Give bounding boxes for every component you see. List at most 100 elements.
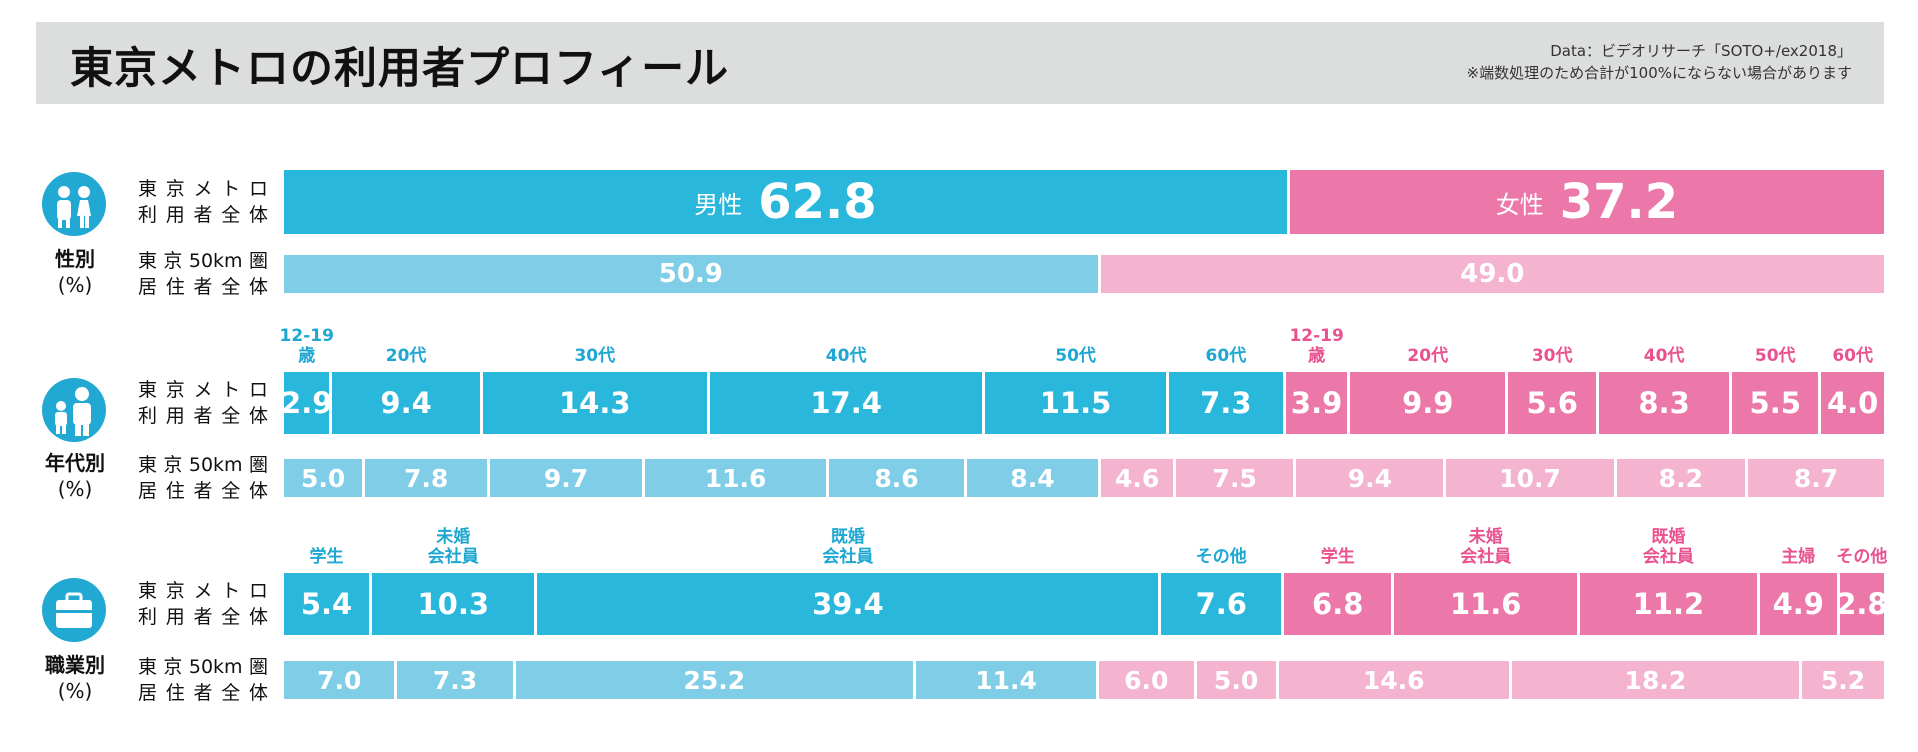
occupation-metro-bar-4: 7.6 — [1161, 573, 1282, 635]
occupation-category-label-8: 主婦 — [1781, 547, 1816, 567]
occupation-category-label-6: 未婚 会社員 — [1460, 527, 1512, 567]
age-area-bar-6: 8.4 — [966, 459, 1099, 497]
age-metro-bar-1: 2.9 — [284, 372, 330, 434]
occupation-category-label-1: 学生 — [309, 547, 344, 567]
gender-row-label-area: 東京50km圏 居住者全体 — [138, 248, 268, 300]
age-metro-bar-4: 17.4 — [709, 372, 983, 434]
age-area-bar-2: 7.8 — [365, 459, 488, 497]
row-label-line: 東京メトロ — [138, 379, 268, 401]
row-label-line: 東京50km圏 — [138, 454, 268, 476]
occupation-area-bar-8: 18.2 — [1511, 661, 1799, 699]
row-label-line: 居住者全体 — [138, 276, 268, 298]
age-section-label: 年代別 (%) — [20, 450, 130, 502]
occupation-area-bar-3: 25.2 — [515, 661, 914, 699]
occupation-category-label-9: その他 — [1836, 547, 1888, 567]
age-row-label-metro: 東京メトロ利用者全体 — [138, 377, 268, 429]
occupation-metro-bar-9: 2.8 — [1839, 573, 1884, 635]
row-label-line: 利用者全体 — [138, 405, 268, 427]
data-label: 37.2 — [1559, 174, 1679, 230]
gender-metro-bar-2: 女性 37.2 — [1289, 170, 1884, 234]
two-people-icon — [42, 172, 106, 236]
age-metro-bar-7: 3.9 — [1286, 372, 1348, 434]
row-label-line: 利用者全体 — [138, 606, 268, 628]
age-area-bar-8: 7.5 — [1176, 459, 1294, 497]
data-label: 62.8 — [758, 174, 877, 230]
gender-area-bar-1: 50.9 — [284, 255, 1098, 293]
age-area-bar-10: 10.7 — [1446, 459, 1614, 497]
occupation-row-label-metro: 東京メトロ利用者全体 — [138, 578, 268, 630]
occupation-category-label-2: 未婚 会社員 — [427, 527, 479, 567]
age-category-label-3: 30代 — [574, 346, 616, 366]
gender-section-label: 性別 (%) — [20, 246, 130, 298]
age-area-bar-5: 8.6 — [829, 459, 964, 497]
age-metro-bar-9: 5.6 — [1508, 372, 1597, 434]
source-line: Data：ビデオリサーチ「SOTO+/ex2018」 — [1550, 42, 1852, 60]
row-label-line: 東京50km圏 — [138, 656, 268, 678]
occupation-metro-bar-1: 5.4 — [284, 573, 370, 635]
row-label-line: 居住者全体 — [138, 682, 268, 704]
occupation-area-bar-2: 7.3 — [397, 661, 513, 699]
age-area-bar-7: 4.6 — [1101, 459, 1174, 497]
row-label-line: 利用者全体 — [138, 204, 268, 226]
header-bar: 東京メトロの利用者プロフィール Data：ビデオリサーチ「SOTO+/ex201… — [36, 22, 1884, 104]
age-area-bar-12: 8.7 — [1747, 459, 1884, 497]
age-category-label-8: 20代 — [1407, 346, 1449, 366]
section-title: 職業別 — [45, 653, 105, 677]
age-category-label-1: 12-19 歳 — [279, 326, 334, 366]
age-area-bar-1: 5.0 — [284, 459, 363, 497]
section-unit: (%) — [57, 477, 93, 501]
age-metro-bar-5: 11.5 — [985, 372, 1166, 434]
gender-metro-bar-1: 男性 62.8 — [284, 170, 1287, 234]
source-note: Data：ビデオリサーチ「SOTO+/ex2018」 ※端数処理のため合計が10… — [1467, 40, 1852, 84]
age-category-label-10: 40代 — [1643, 346, 1685, 366]
age-metro-bar-12: 4.0 — [1821, 372, 1884, 434]
gender-label: 女性 — [1495, 190, 1544, 219]
occupation-category-label-4: その他 — [1195, 547, 1247, 567]
occupation-category-label-7: 既婚 会社員 — [1642, 527, 1694, 567]
age-category-label-12: 60代 — [1832, 346, 1873, 366]
rounding-note: ※端数処理のため合計が100%にならない場合があります — [1466, 64, 1852, 82]
occupation-area-bar-1: 7.0 — [284, 661, 395, 699]
age-area-bar-9: 9.4 — [1296, 459, 1444, 497]
age-category-label-6: 60代 — [1205, 346, 1247, 366]
occupation-area-bar-5: 6.0 — [1098, 661, 1194, 699]
occupation-row-label-area: 東京50km圏 居住者全体 — [138, 654, 268, 706]
row-label-line: 東京メトロ — [138, 580, 268, 602]
age-row-label-area: 東京50km圏 居住者全体 — [138, 452, 268, 504]
gender-label: 男性 — [694, 190, 743, 219]
age-area-bar-11: 8.2 — [1616, 459, 1745, 497]
section-title: 性別 — [55, 247, 95, 271]
adult-child-icon — [42, 378, 106, 442]
row-label-line: 東京メトロ — [138, 178, 268, 200]
age-metro-bar-2: 9.4 — [332, 372, 480, 434]
section-unit: (%) — [57, 679, 93, 703]
occupation-metro-bar-8: 4.9 — [1759, 573, 1837, 635]
occupation-metro-bar-2: 10.3 — [372, 573, 535, 635]
occupation-area-bar-9: 5.2 — [1801, 661, 1884, 699]
gender-area-bar-2: 49.0 — [1100, 255, 1884, 293]
row-label-line: 東京50km圏 — [138, 250, 268, 272]
page-title: 東京メトロの利用者プロフィール — [70, 44, 730, 94]
section-title: 年代別 — [45, 451, 105, 475]
occupation-metro-bar-6: 11.6 — [1394, 573, 1578, 635]
occupation-area-bar-4: 11.4 — [916, 661, 1096, 699]
age-metro-bar-11: 5.5 — [1732, 372, 1819, 434]
age-category-label-4: 40代 — [825, 346, 867, 366]
section-unit: (%) — [57, 273, 93, 297]
age-metro-bar-8: 9.9 — [1350, 372, 1506, 434]
occupation-category-label-3: 既婚 会社員 — [822, 527, 874, 567]
age-category-label-2: 20代 — [385, 346, 427, 366]
occupation-area-bar-6: 5.0 — [1196, 661, 1276, 699]
occupation-metro-bar-5: 6.8 — [1284, 573, 1392, 635]
age-category-label-9: 30代 — [1531, 346, 1573, 366]
briefcase-icon — [42, 578, 106, 642]
age-area-bar-3: 9.7 — [490, 459, 642, 497]
age-metro-bar-6: 7.3 — [1168, 372, 1284, 434]
occupation-category-label-5: 学生 — [1320, 547, 1355, 567]
occupation-area-bar-7: 14.6 — [1278, 661, 1509, 699]
row-label-line: 居住者全体 — [138, 480, 268, 502]
age-metro-bar-10: 8.3 — [1599, 372, 1730, 434]
gender-row-label-metro: 東京メトロ利用者全体 — [138, 176, 268, 228]
age-category-label-11: 50代 — [1754, 346, 1796, 366]
